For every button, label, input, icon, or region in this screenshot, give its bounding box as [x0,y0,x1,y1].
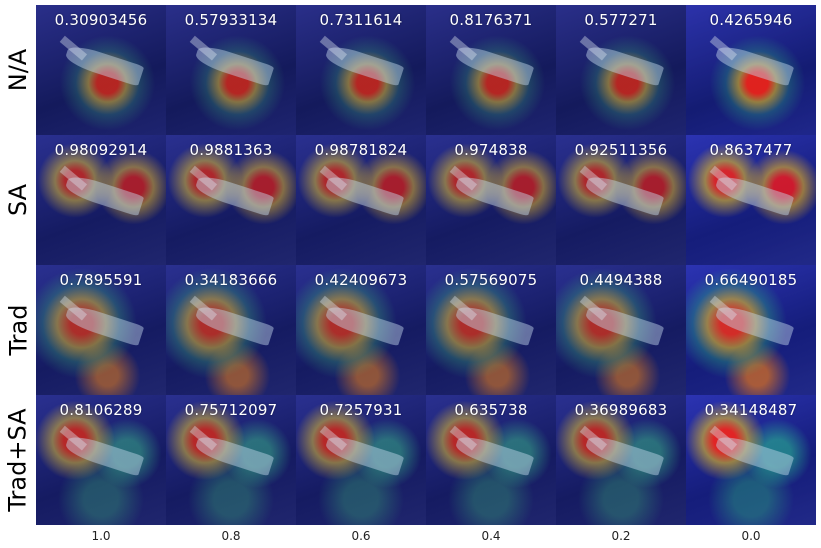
heatmap-overlay [686,395,816,525]
heatmap-overlay [686,135,816,265]
heatmap-overlay [426,135,556,265]
heatmap-grid: 0.30903456 0.57933134 0.7311614 0.817637… [36,5,816,525]
heatmap-overlay [296,135,426,265]
row-label-text: SA [3,183,32,217]
heatmap-cell: 0.57933134 [166,5,296,135]
heatmap-cell: 0.7311614 [296,5,426,135]
confidence-score: 0.974838 [454,141,528,159]
x-tick-label: 0.2 [611,529,631,543]
heatmap-cell: 0.92511356 [556,135,686,265]
confidence-score: 0.7895591 [59,271,143,289]
heatmap-cell: 0.36989683 [556,395,686,525]
x-tick-label: 0.0 [741,529,761,543]
heatmap-cell: 0.8106289 [36,395,166,525]
heatmap-overlay [426,265,556,395]
x-tick-label: 0.8 [221,529,241,543]
confidence-score: 0.7257931 [319,401,403,419]
confidence-score: 0.92511356 [574,141,668,159]
confidence-score: 0.75712097 [184,401,278,419]
heatmap-cell: 0.7895591 [36,265,166,395]
heatmap-cell: 0.42409673 [296,265,426,395]
heatmap-overlay [426,5,556,135]
confidence-score: 0.66490185 [704,271,798,289]
heatmap-cell: 0.98092914 [36,135,166,265]
heatmap-overlay [166,5,296,135]
row-label-text: Trad [4,304,33,356]
heatmap-cell: 0.635738 [426,395,556,525]
row-label-text: N/A [4,48,32,92]
heatmap-cell: 0.66490185 [686,265,816,395]
confidence-score: 0.8106289 [59,401,143,419]
heatmap-cell: 0.4494388 [556,265,686,395]
heatmap-overlay [556,395,686,525]
confidence-score: 0.36989683 [574,401,668,419]
heatmap-overlay [36,395,166,525]
heatmap-cell: 0.9881363 [166,135,296,265]
heatmap-overlay [166,395,296,525]
heatmap-overlay [166,265,296,395]
confidence-score: 0.7311614 [319,11,403,29]
heatmap-cell: 0.8637477 [686,135,816,265]
heatmap-cell: 0.34183666 [166,265,296,395]
heatmap-overlay [296,265,426,395]
confidence-score: 0.98092914 [54,141,148,159]
heatmap-overlay [556,265,686,395]
heatmap-overlay [296,395,426,525]
heatmap-overlay [556,135,686,265]
confidence-score: 0.577271 [584,11,658,29]
row-label: Trad [0,265,36,395]
confidence-score: 0.34183666 [184,271,278,289]
confidence-score: 0.34148487 [704,401,798,419]
confidence-score: 0.42409673 [314,271,408,289]
confidence-score: 0.57933134 [184,11,278,29]
x-tick-label: 1.0 [91,529,111,543]
heatmap-cell: 0.4265946 [686,5,816,135]
heatmap-cell: 0.98781824 [296,135,426,265]
x-tick-label: 0.4 [481,529,501,543]
heatmap-overlay [686,265,816,395]
confidence-score: 0.8637477 [709,141,793,159]
heatmap-overlay [36,265,166,395]
confidence-score: 0.98781824 [314,141,408,159]
heatmap-cell: 0.75712097 [166,395,296,525]
confidence-score: 0.57569075 [444,271,538,289]
heatmap-cell: 0.57569075 [426,265,556,395]
heatmap-cell: 0.7257931 [296,395,426,525]
heatmap-overlay [296,5,426,135]
heatmap-overlay [36,5,166,135]
confidence-score: 0.8176371 [449,11,533,29]
heatmap-cell: 0.34148487 [686,395,816,525]
confidence-score: 0.30903456 [54,11,148,29]
confidence-score: 0.4494388 [579,271,663,289]
heatmap-cell: 0.577271 [556,5,686,135]
heatmap-overlay [166,135,296,265]
confidence-score: 0.635738 [454,401,528,419]
heatmap-overlay [686,5,816,135]
heatmap-overlay [556,5,686,135]
heatmap-overlay [36,135,166,265]
heatmap-cell: 0.30903456 [36,5,166,135]
row-label-text: Trad+SA [4,408,32,512]
heatmap-overlay [426,395,556,525]
x-tick-label: 0.6 [351,529,371,543]
heatmap-cell: 0.8176371 [426,5,556,135]
confidence-score: 0.9881363 [189,141,273,159]
row-label: Trad+SA [0,395,36,525]
row-label: N/A [0,5,36,135]
row-label: SA [0,135,36,265]
confidence-score: 0.4265946 [709,11,793,29]
heatmap-cell: 0.974838 [426,135,556,265]
